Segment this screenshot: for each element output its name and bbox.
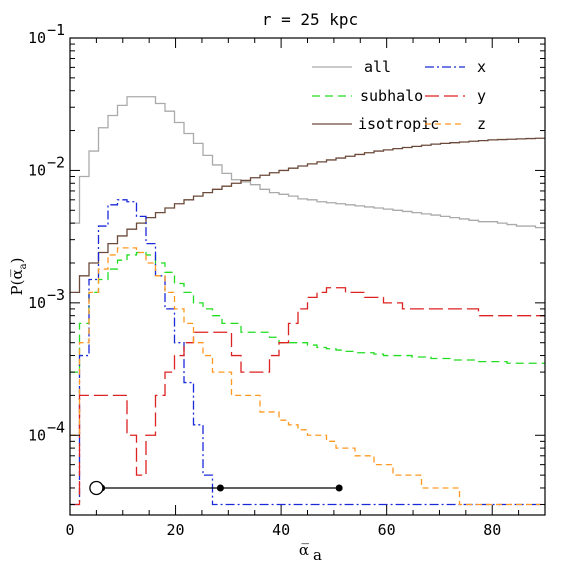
series-line-y [70,287,545,506]
chart-title: r = 25 kpc [262,10,358,29]
legend-label-isotropic: isotropic [358,115,439,133]
y-tick-label: 10 [28,426,46,444]
legend: all subhalo isotropic xyz [312,58,486,133]
series-line-z [70,247,545,506]
y-tick-exponent: −4 [47,418,65,436]
y-axis-label: P(α̅a) [8,258,29,296]
series-line-isotropic [70,137,545,294]
plot-frame [69,37,546,516]
y-axis-label-close: ) [8,258,26,264]
legend-label-all: all [364,58,391,76]
series-line-x [70,199,545,506]
x-tick-label: 60 [378,521,396,539]
x-tick-label: 0 [65,521,74,539]
marker-point-1 [216,484,224,492]
x-tick-label: 20 [167,521,185,539]
series-line-all [70,96,545,229]
y-tick-exponent: −3 [47,286,65,304]
plot-area [70,96,545,506]
x-axis-label: α̅ [299,541,309,559]
x-tick-label: 80 [483,521,501,539]
y-tick-exponent: −1 [47,21,65,39]
y-axis-label-subscript: a [18,263,29,269]
x-axis-label-subscript: a [313,546,322,564]
marker-point-2 [335,484,343,492]
series-line-subhalo [70,251,545,373]
y-axis-label-group: P(α̅a) [8,258,29,296]
series-group [70,96,545,506]
y-tick-label: 10 [28,161,46,179]
legend-label-y: y [477,87,486,105]
x-tick-label: 40 [272,521,290,539]
y-tick-label: 10 [28,294,46,312]
legend-label-subhalo: subhalo [360,87,423,105]
y-tick-label: 10 [28,29,46,47]
marker-open-circle [89,480,104,496]
y-tick-exponent: −2 [47,153,65,171]
legend-label-z: z [477,115,486,133]
legend-label-x: x [477,58,486,76]
